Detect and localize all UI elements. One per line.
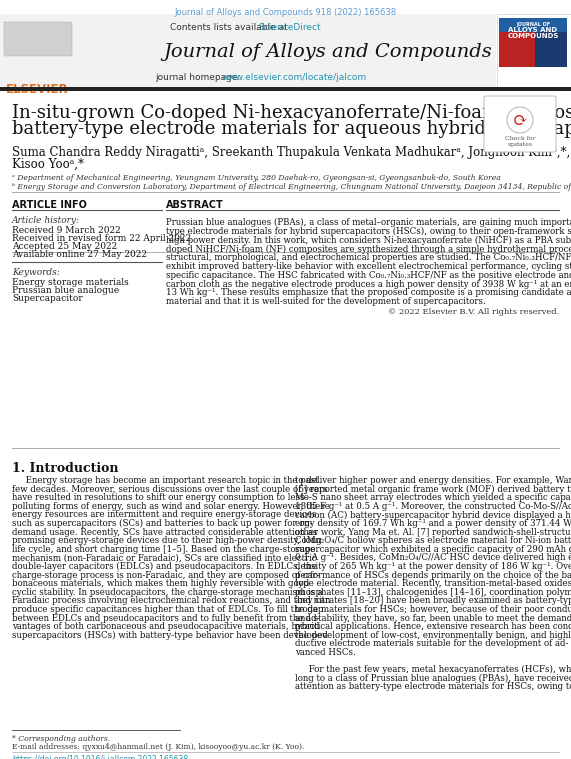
Text: Energy storage has become an important research topic in the past: Energy storage has become an important r… [12,476,319,485]
Text: Journal of Alloys and Compounds: Journal of Alloys and Compounds [164,43,492,61]
Text: ⟳: ⟳ [512,112,528,130]
Text: high power density. In this work, which considers Ni-hexacyanoferrate (NiHCF) as: high power density. In this work, which … [166,235,571,244]
Text: Received 9 March 2022: Received 9 March 2022 [12,226,120,235]
Text: long to a class of Prussian blue analogues (PBAs), have received great: long to a class of Prussian blue analogu… [295,674,571,683]
Text: Contents lists available at: Contents lists available at [170,23,291,32]
Text: Journal of Alloys and Compounds 918 (2022) 165638: Journal of Alloys and Compounds 918 (202… [174,8,397,17]
Bar [497,14,571,88]
Text: attention as battery-type electrode materials for HSCs, owing to their: attention as battery-type electrode mate… [295,682,571,691]
Text: JOURNAL OF: JOURNAL OF [516,22,550,27]
Text: type electrode material. Recently, transition-metal-based oxides [8–10],: type electrode material. Recently, trans… [295,579,571,588]
Text: carbon (AC) battery-supercapacitor hybrid device displayed a high en-: carbon (AC) battery-supercapacitor hybri… [295,510,571,519]
Text: Supercapacitor: Supercapacitor [12,294,83,303]
Text: the development of low-cost, environmentally benign, and highly con-: the development of low-cost, environment… [295,631,571,640]
Text: Energy storage materials: Energy storage materials [12,278,128,287]
Text: vantages of both carbonaceous and pseudocapacitive materials, hybrid: vantages of both carbonaceous and pseudo… [12,622,320,631]
Text: www.elsevier.com/locate/jalcom: www.elsevier.com/locate/jalcom [222,73,367,82]
Text: cyclic stability. In pseudocapacitors, the charge-storage mechanism is a: cyclic stability. In pseudocapacitors, t… [12,587,323,597]
Text: ELSEVIER: ELSEVIER [6,83,69,96]
Text: Keywords:: Keywords: [12,268,60,277]
Text: Kisoo Yooᵃ,*: Kisoo Yooᵃ,* [12,158,84,171]
Text: COMPOUNDS: COMPOUNDS [507,33,558,39]
Circle shape [507,107,533,133]
Bar [499,18,567,32]
Text: Available online 27 May 2022: Available online 27 May 2022 [12,250,147,259]
Text: ductive electrode materials suitable for the development of ad-: ductive electrode materials suitable for… [295,639,568,648]
Text: ᵇ Energy Storage and Conversion Laboratory, Department of Electrical Engineering: ᵇ Energy Storage and Conversion Laborato… [12,183,571,191]
Text: Article history:: Article history: [12,216,80,225]
Text: and nitrates [18–20] have been broadly examined as battery-type elec-: and nitrates [18–20] have been broadly e… [295,597,571,606]
Text: © 2022 Elsevier B.V. All rights reserved.: © 2022 Elsevier B.V. All rights reserved… [388,308,559,316]
Bar [4,22,72,56]
Text: demand usage. Recently, SCs have attracted considerable attention as: demand usage. Recently, SCs have attract… [12,528,317,537]
Text: Accepted 25 May 2022: Accepted 25 May 2022 [12,242,117,251]
Text: such as supercapacitors (SCs) and batteries to back up power for on-: such as supercapacitors (SCs) and batter… [12,519,313,528]
Text: Prussian blue analogues (PBAs), a class of metal–organic materials, are gaining : Prussian blue analogues (PBAs), a class … [166,218,571,227]
Text: battery-type electrode materials for aqueous hybrid supercapacitors: battery-type electrode materials for aqu… [12,120,571,138]
Text: supercapacitors (HSCs) with battery-type behavior have been developed: supercapacitors (HSCs) with battery-type… [12,631,328,640]
Text: density of 265 Wh kg⁻¹ at the power density of 186 W kg⁻¹. Overall, the: density of 265 Wh kg⁻¹ at the power dens… [295,562,571,571]
Text: mechanism (non-Faradaic or Faradaic), SCs are classified into electric: mechanism (non-Faradaic or Faradaic), SC… [12,553,316,562]
Text: practical applications. Hence, extensive research has been conducted on: practical applications. Hence, extensive… [295,622,571,631]
Text: structural, morphological, and electrochemical properties are studied. The Co₀.₇: structural, morphological, and electroch… [166,254,571,262]
Text: promising energy-storage devices due to their high-power density, long: promising energy-storage devices due to … [12,536,321,545]
Text: and stability, they have, so far, been unable to meet the demand for: and stability, they have, so far, been u… [295,613,571,622]
Text: E-mail addresses: qyxxu4@hanmail.net (J. Kim), kisooyoo@yu.ac.kr (K. Yoo).: E-mail addresses: qyxxu4@hanmail.net (J.… [12,743,304,751]
Text: 13 Wh kg⁻¹. These results emphasize that the proposed composite is a promising c: 13 Wh kg⁻¹. These results emphasize that… [166,288,571,298]
Text: updates: updates [508,142,533,147]
Text: charge-storage process is non-Faradaic, and they are composed of car-: charge-storage process is non-Faradaic, … [12,571,320,580]
Text: exhibit improved battery-like behavior with excellent electrochemical performanc: exhibit improved battery-like behavior w… [166,262,571,271]
Text: to deliver higher power and energy densities. For example, Wang et. Al.: to deliver higher power and energy densi… [295,476,571,485]
Bar [2,18,82,84]
Text: double-layer capacitors (EDLCs) and pseudocapacitors. In EDLCs, the: double-layer capacitors (EDLCs) and pseu… [12,562,317,571]
Text: phosphates [11–13], chalcogenides [14–16], coordination polymers [17],: phosphates [11–13], chalcogenides [14–16… [295,587,571,597]
Text: Faradaic process involving electrochemical redox reactions, and they can: Faradaic process involving electrochemic… [12,597,331,606]
Text: supercapacitor which exhibited a specific capacity of 290 mAh g⁻¹ at: supercapacitor which exhibited a specifi… [295,545,571,554]
Text: performance of HSCs depends primarily on the choice of the battery-: performance of HSCs depends primarily on… [295,571,571,580]
Text: * Corresponding authors.: * Corresponding authors. [12,735,110,743]
Text: trode materials for HSCs; however, because of their poor conductivity: trode materials for HSCs; however, becau… [295,605,571,614]
Bar [0,87,571,91]
Text: 1. Introduction: 1. Introduction [12,462,119,475]
Text: type electrode materials for hybrid supercapacitors (HSCs), owing to their open-: type electrode materials for hybrid supe… [166,227,571,236]
Text: carbon cloth as the negative electrode produces a high power density of 3938 W k: carbon cloth as the negative electrode p… [166,279,571,288]
Text: material and that it is well-suited for the development of supercapacitors.: material and that it is well-suited for … [166,298,486,306]
Text: ALLOYS AND: ALLOYS AND [508,27,557,33]
Text: ScienceDirect: ScienceDirect [258,23,321,32]
Text: CoMn₂O₄/C hollow spheres as electrode material for Ni-ion battery type: CoMn₂O₄/C hollow spheres as electrode ma… [295,536,571,545]
Text: journal homepage:: journal homepage: [155,73,243,82]
Text: life cycle, and short charging time [1–5]. Based on the charge-storage: life cycle, and short charging time [1–5… [12,545,315,554]
Text: ergy density of 169.7 Wh kg⁻¹ and a power density of 371.44 W kg⁻¹. In: ergy density of 169.7 Wh kg⁻¹ and a powe… [295,519,571,528]
Text: bonaceous materials, which makes them highly reversible with good: bonaceous materials, which makes them hi… [12,579,309,588]
Bar [0,14,496,88]
Text: vanced HSCs.: vanced HSCs. [295,648,356,657]
Text: Check for: Check for [505,136,535,141]
Text: produce specific capacitances higher than that of EDLCs. To fill the gap: produce specific capacitances higher tha… [12,605,323,614]
Text: between EDLCs and pseudocapacitors and to fully benefit from the ad-: between EDLCs and pseudocapacitors and t… [12,613,320,622]
Text: have resulted in resolutions to shift our energy consumption to less-: have resulted in resolutions to shift ou… [12,493,308,502]
Text: ᵃ Department of Mechanical Engineering, Yeungnam University, 280 Daehak-ro, Gyeo: ᵃ Department of Mechanical Engineering, … [12,174,501,182]
Text: specific capacitance. The HSC fabricated with Co₀.₇Ni₀.₃HCF/NF as the positive e: specific capacitance. The HSC fabricated… [166,271,571,280]
Text: Suma Chandra Reddy Niragattiᵃ, Sreekanth Thupakula Venkata Madhukarᵃ, Jonghoon K: Suma Chandra Reddy Niragattiᵃ, Sreekanth… [12,146,570,159]
Text: energy resources are intermittent and require energy-storage devices: energy resources are intermittent and re… [12,510,316,519]
Text: For the past few years, metal hexacyanoferrates (HCFs), which be-: For the past few years, metal hexacyanof… [295,665,571,674]
Text: other work, Yang Ma et. Al. [7] reported sandwich-shell-structured: other work, Yang Ma et. Al. [7] reported… [295,528,571,537]
Text: ARTICLE INFO: ARTICLE INFO [12,200,87,210]
Text: Received in revised form 22 April 2022: Received in revised form 22 April 2022 [12,234,191,243]
Bar [535,32,567,67]
Text: polluting forms of energy, such as wind and solar energy. However, these: polluting forms of energy, such as wind … [12,502,330,511]
Text: [6] reported metal organic frame work (MOF) derived battery type Co-: [6] reported metal organic frame work (M… [295,484,571,493]
FancyBboxPatch shape [484,96,556,152]
Text: doped NiHCF/Ni-foam (NF) composites are synthesized through a simple hydrotherma: doped NiHCF/Ni-foam (NF) composites are … [166,244,571,254]
Text: 1805 F g⁻¹ at 0.5 A g⁻¹. Moreover, the constructed Co-Mo-S//Activated: 1805 F g⁻¹ at 0.5 A g⁻¹. Moreover, the c… [295,502,571,511]
Text: https://doi.org/10.1016/j.jallcom.2022.165638: https://doi.org/10.1016/j.jallcom.2022.1… [12,755,188,759]
Text: ABSTRACT: ABSTRACT [166,200,224,210]
Text: few decades. Moreover, serious discussions over the last couple of years: few decades. Moreover, serious discussio… [12,484,328,493]
Text: In-situ-grown Co-doped Ni-hexacyanoferrate/Ni-foam composites as: In-situ-grown Co-doped Ni-hexacyanoferra… [12,104,571,122]
Text: Mo-S nano sheet array electrodes which yielded a specific capacitance of: Mo-S nano sheet array electrodes which y… [295,493,571,502]
Bar [499,32,535,67]
Text: 0.1 A g⁻¹. Besides, CoMn₂O₄/C//AC HSC device delivered high energy: 0.1 A g⁻¹. Besides, CoMn₂O₄/C//AC HSC de… [295,553,571,562]
Text: Prussian blue analogue: Prussian blue analogue [12,286,119,295]
